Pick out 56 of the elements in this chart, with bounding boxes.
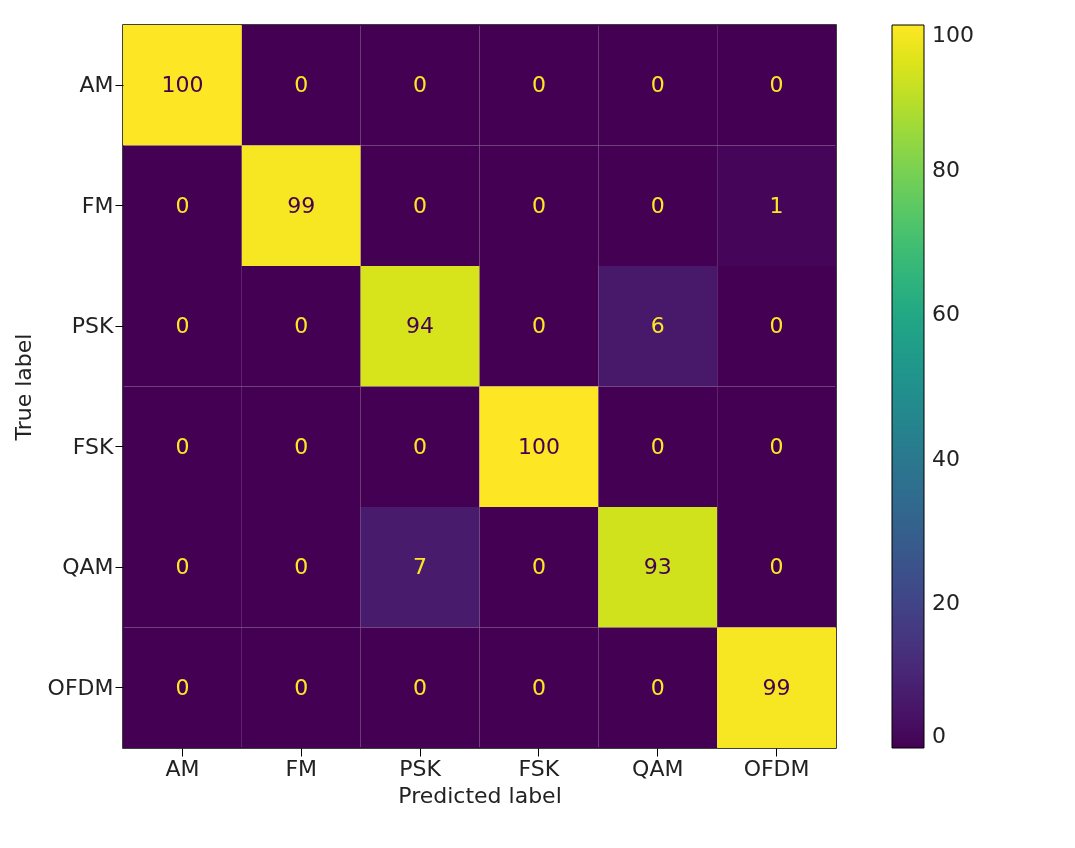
y-tick-label: QAM — [62, 554, 114, 580]
y-tick-label: FM — [81, 192, 114, 218]
data-label: 0 — [175, 192, 190, 218]
data-label: 100 — [517, 433, 560, 459]
data-label: 0 — [294, 554, 309, 580]
data-label: 0 — [413, 433, 428, 459]
data-label: 0 — [413, 674, 428, 700]
data-label: 0 — [175, 433, 190, 459]
data-label: 6 — [650, 313, 665, 339]
x-tick-label: AM — [165, 755, 200, 781]
data-label: 0 — [769, 313, 784, 339]
data-label: 0 — [531, 72, 546, 98]
y-tick-label: AM — [79, 72, 114, 98]
x-tick-label: PSK — [399, 755, 442, 781]
data-label: 0 — [294, 72, 309, 98]
data-label: 0 — [650, 72, 665, 98]
x-tick-label: QAM — [632, 755, 684, 781]
data-label: 0 — [531, 674, 546, 700]
data-label: 0 — [769, 554, 784, 580]
y-tick-label: PSK — [71, 313, 115, 339]
color-bar-label: 100 — [932, 22, 974, 47]
data-label: 100 — [161, 72, 204, 98]
data-label: 0 — [413, 192, 428, 218]
data-label: 0 — [650, 674, 665, 700]
data-label: 0 — [650, 433, 665, 459]
data-label: 0 — [413, 72, 428, 98]
color-bar-label: 0 — [932, 723, 946, 748]
data-label: 0 — [294, 313, 309, 339]
x-axis-title: Predicted label — [398, 782, 562, 808]
y-tick-label: OFDM — [47, 674, 114, 700]
data-label: 0 — [769, 72, 784, 98]
color-bar-label: 40 — [932, 445, 960, 471]
data-label: 0 — [175, 674, 190, 700]
x-tick-label: FSK — [518, 755, 560, 781]
x-tick-label: OFDM — [743, 755, 810, 781]
data-label: 7 — [413, 554, 428, 580]
data-label: 0 — [294, 674, 309, 700]
data-label: 93 — [643, 554, 672, 580]
data-label: 0 — [531, 192, 546, 218]
data-label: 1 — [769, 192, 784, 218]
data-label: 0 — [650, 192, 665, 218]
data-label: 0 — [531, 554, 546, 580]
color-bar-label: 60 — [932, 301, 960, 327]
data-label: 0 — [769, 433, 784, 459]
y-axis-title: True label — [10, 333, 36, 442]
y-tick-label: FSK — [72, 433, 115, 459]
data-label: 0 — [175, 554, 190, 580]
data-label: 0 — [294, 433, 309, 459]
data-label: 0 — [175, 313, 190, 339]
data-label: 99 — [762, 674, 791, 700]
data-label: 94 — [406, 313, 435, 339]
color-bar-label: 80 — [932, 156, 960, 182]
x-tick-label: FM — [285, 755, 318, 781]
color-bar-label: 20 — [932, 590, 960, 616]
data-label: 99 — [287, 192, 316, 218]
data-label: 0 — [531, 313, 546, 339]
